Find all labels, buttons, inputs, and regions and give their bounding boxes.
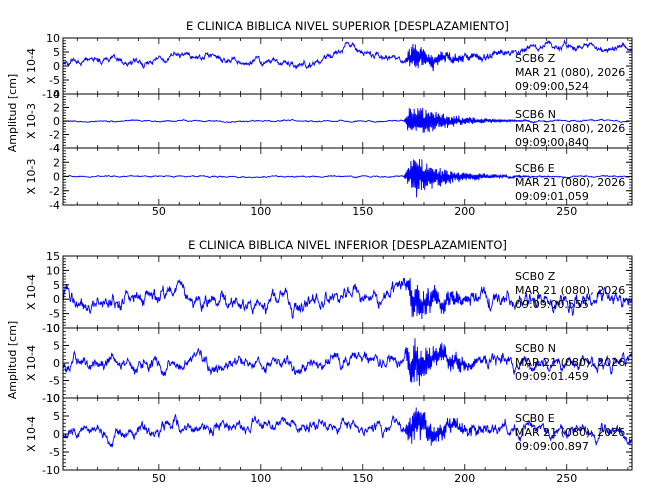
station-name: SCB6 E bbox=[515, 162, 555, 175]
chart-title: E CLINICA BIBLICA NIVEL INFERIOR [DESPLA… bbox=[188, 238, 507, 252]
y-tick-label: -4 bbox=[49, 142, 60, 155]
y-tick-label: -5 bbox=[49, 74, 60, 87]
y-tick-label: 5 bbox=[53, 340, 60, 353]
station-name: SCB0 E bbox=[515, 412, 555, 425]
seismic-trace bbox=[62, 407, 633, 448]
y-tick-label: -10 bbox=[42, 392, 60, 405]
x-tick-label: 100 bbox=[250, 205, 271, 218]
scale-label: X 10-4 bbox=[25, 345, 38, 381]
x-tick-label: 100 bbox=[250, 472, 271, 485]
scale-label: X 10-4 bbox=[25, 48, 38, 84]
y-tick-label: 4 bbox=[53, 88, 60, 101]
y-axis-label: Amplitud [cm] bbox=[6, 321, 19, 399]
y-axis-label: Amplitud [cm] bbox=[6, 74, 19, 152]
seismic-trace bbox=[62, 338, 633, 386]
x-tick-label: 50 bbox=[152, 472, 166, 485]
y-tick-label: -10 bbox=[42, 322, 60, 335]
y-tick-label: -2 bbox=[49, 185, 60, 198]
station-name: SCB6 Z bbox=[515, 52, 556, 65]
y-tick-label: 2 bbox=[53, 156, 60, 169]
seismic-trace bbox=[62, 38, 633, 72]
scale-label: X 10-4 bbox=[25, 416, 38, 452]
station-date: MAR 21 (080), 2026 bbox=[515, 176, 625, 189]
scale-label: X 10-3 bbox=[25, 159, 38, 195]
station-name: SCB6 N bbox=[515, 108, 556, 121]
chart-group-1: E CLINICA BIBLICA NIVEL SUPERIOR [DESPLA… bbox=[6, 19, 633, 218]
station-date: MAR 21 (080), 2026 bbox=[515, 284, 625, 297]
station-time: 09:09:00.840 bbox=[515, 136, 589, 149]
seismic-trace bbox=[62, 158, 633, 198]
station-time: 09:09:01.459 bbox=[515, 370, 589, 383]
y-tick-label: -5 bbox=[49, 375, 60, 388]
station-time: 09:09:00.555 bbox=[515, 298, 589, 311]
x-tick-label: 250 bbox=[556, 472, 577, 485]
y-tick-label: -10 bbox=[42, 464, 60, 477]
y-tick-label: 10 bbox=[46, 392, 60, 405]
seismic-trace bbox=[62, 277, 633, 320]
station-time: 09:09:00.897 bbox=[515, 440, 589, 453]
y-tick-label: 10 bbox=[46, 32, 60, 45]
station-date: MAR 21 (080), 2026 bbox=[515, 122, 625, 135]
x-tick-label: 200 bbox=[454, 205, 475, 218]
x-tick-label: 150 bbox=[352, 205, 373, 218]
y-tick-label: -5 bbox=[49, 446, 60, 459]
y-tick-label: 5 bbox=[53, 410, 60, 423]
x-tick-label: 50 bbox=[152, 205, 166, 218]
station-date: MAR 21 (080), 2026 bbox=[515, 426, 625, 439]
y-tick-label: 0 bbox=[53, 171, 60, 184]
station-date: MAR 21 (080), 2026 bbox=[515, 356, 625, 369]
y-tick-label: -4 bbox=[49, 199, 60, 212]
y-tick-label: 0 bbox=[53, 60, 60, 73]
y-tick-label: 0 bbox=[53, 115, 60, 128]
y-tick-label: 4 bbox=[53, 142, 60, 155]
station-time: 09:09:01.059 bbox=[515, 190, 589, 203]
station-name: SCB0 N bbox=[515, 342, 556, 355]
x-tick-label: 150 bbox=[352, 472, 373, 485]
x-tick-label: 250 bbox=[556, 205, 577, 218]
scale-label: X 10-4 bbox=[25, 274, 38, 310]
station-date: MAR 21 (080), 2026 bbox=[515, 66, 625, 79]
seismic-trace bbox=[62, 107, 633, 133]
chart-title: E CLINICA BIBLICA NIVEL SUPERIOR [DESPLA… bbox=[186, 19, 509, 33]
chart-group-2: E CLINICA BIBLICA NIVEL INFERIOR [DESPLA… bbox=[6, 238, 633, 485]
y-tick-label: 5 bbox=[53, 46, 60, 59]
y-tick-label: -5 bbox=[49, 308, 60, 321]
y-tick-label: -10 bbox=[42, 88, 60, 101]
y-tick-label: 15 bbox=[46, 250, 60, 263]
y-tick-label: 0 bbox=[53, 428, 60, 441]
y-tick-label: 10 bbox=[46, 322, 60, 335]
y-tick-label: 0 bbox=[53, 293, 60, 306]
station-time: 09:09:00.524 bbox=[515, 80, 589, 93]
station-name: SCB0 Z bbox=[515, 270, 556, 283]
y-tick-label: 2 bbox=[53, 102, 60, 115]
y-tick-label: -2 bbox=[49, 129, 60, 142]
x-tick-label: 200 bbox=[454, 472, 475, 485]
y-tick-label: 0 bbox=[53, 357, 60, 370]
y-tick-label: 10 bbox=[46, 264, 60, 277]
y-tick-label: 5 bbox=[53, 279, 60, 292]
scale-label: X 10-3 bbox=[25, 103, 38, 139]
